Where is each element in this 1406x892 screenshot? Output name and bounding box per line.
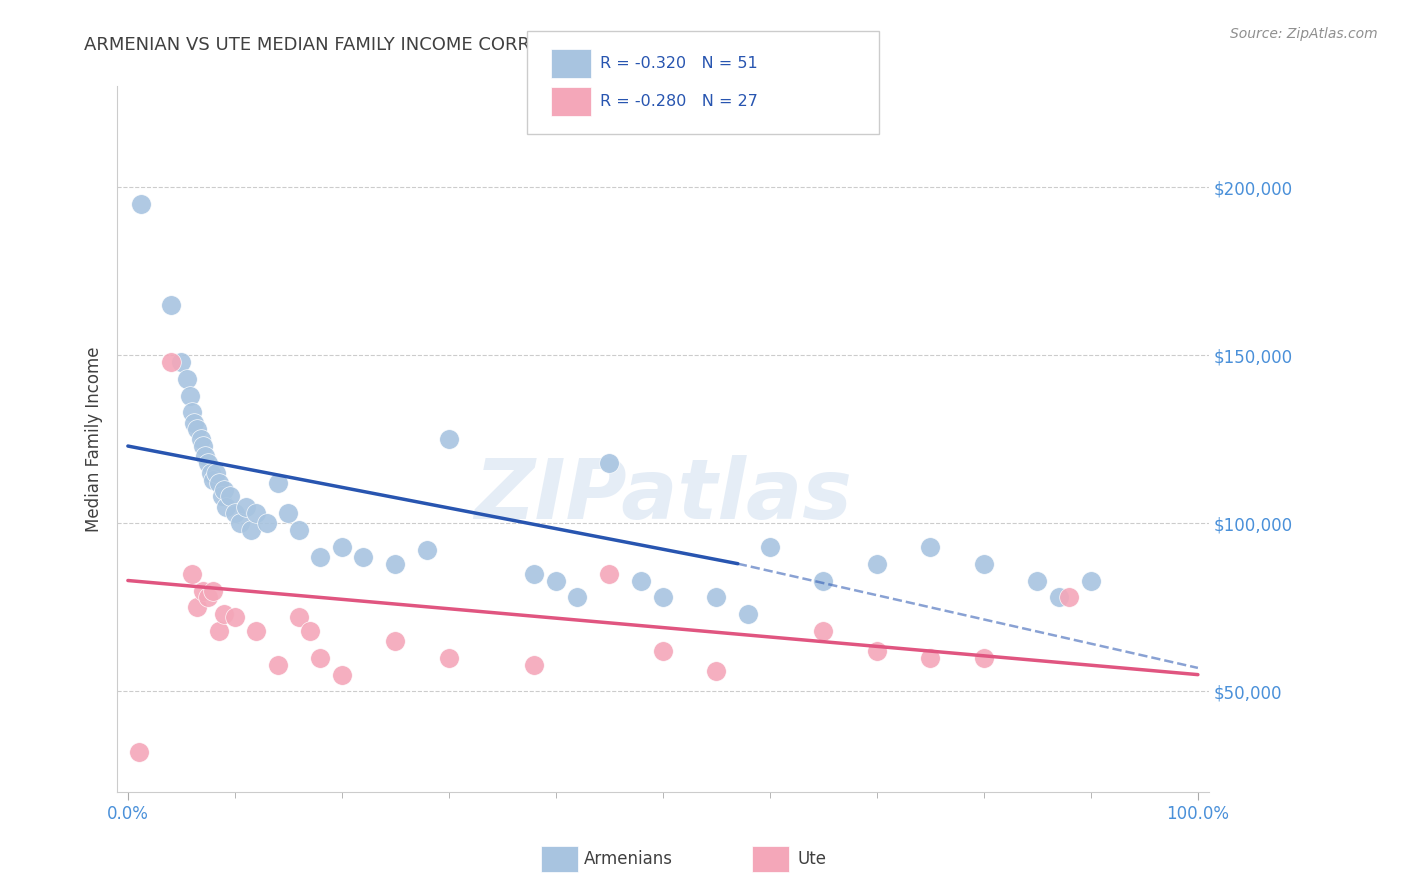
Text: ZIPatlas: ZIPatlas [474, 455, 852, 536]
Point [159, 355, 181, 369]
Point [267, 476, 290, 491]
Point [235, 500, 257, 514]
Point [437, 433, 460, 447]
Point [651, 644, 673, 658]
Point [245, 624, 267, 638]
Point [437, 650, 460, 665]
Point [129, 197, 152, 211]
Point [309, 650, 332, 665]
Point [1059, 591, 1081, 605]
Point [920, 650, 942, 665]
Point [181, 405, 204, 419]
Text: Ute: Ute [797, 850, 827, 868]
Point [267, 657, 290, 672]
Point [181, 566, 204, 581]
Point [416, 543, 439, 558]
Point [200, 466, 222, 480]
Point [598, 456, 620, 470]
Point [973, 650, 995, 665]
Point [183, 416, 205, 430]
Point [204, 466, 226, 480]
Point [186, 422, 208, 436]
Point [352, 549, 374, 564]
Point [973, 557, 995, 571]
Point [197, 456, 219, 470]
Point [298, 624, 321, 638]
Point [190, 433, 212, 447]
Point [920, 540, 942, 554]
Point [544, 574, 567, 588]
Point [330, 667, 353, 681]
Point [239, 523, 262, 537]
Point [229, 516, 252, 531]
Point [215, 500, 238, 514]
Point [866, 557, 889, 571]
Point [288, 610, 311, 624]
Text: R = -0.280   N = 27: R = -0.280 N = 27 [600, 95, 758, 109]
Point [202, 473, 225, 487]
Point [128, 745, 150, 759]
Point [277, 506, 299, 520]
Point [224, 610, 246, 624]
Point [1026, 574, 1049, 588]
Text: Armenians: Armenians [583, 850, 672, 868]
Point [384, 557, 406, 571]
Point [170, 355, 193, 369]
Point [179, 389, 201, 403]
Point [330, 540, 353, 554]
Point [191, 439, 214, 453]
Point [208, 476, 231, 491]
Point [813, 624, 835, 638]
Point [384, 634, 406, 648]
Point [212, 483, 235, 497]
Point [706, 591, 728, 605]
Point [309, 549, 332, 564]
Point [211, 490, 233, 504]
Point [212, 607, 235, 621]
Point [194, 449, 217, 463]
Point [598, 566, 620, 581]
Text: Source: ZipAtlas.com: Source: ZipAtlas.com [1230, 27, 1378, 41]
Point [197, 591, 219, 605]
Text: R = -0.320   N = 51: R = -0.320 N = 51 [600, 56, 758, 70]
Point [208, 624, 231, 638]
Point [1047, 591, 1070, 605]
Point [813, 574, 835, 588]
Text: ARMENIAN VS UTE MEDIAN FAMILY INCOME CORRELATION CHART: ARMENIAN VS UTE MEDIAN FAMILY INCOME COR… [84, 36, 673, 54]
Point [245, 506, 267, 520]
Point [651, 591, 673, 605]
Point [759, 540, 782, 554]
Point [159, 298, 181, 312]
Point [567, 591, 589, 605]
Point [630, 574, 652, 588]
Point [737, 607, 759, 621]
Point [523, 566, 546, 581]
Point [176, 372, 198, 386]
Point [523, 657, 546, 672]
Point [256, 516, 278, 531]
Point [202, 583, 225, 598]
Point [1080, 574, 1102, 588]
Point [866, 644, 889, 658]
Point [191, 583, 214, 598]
Point [288, 523, 311, 537]
Point [224, 506, 246, 520]
Point [218, 490, 240, 504]
Y-axis label: Median Family Income: Median Family Income [86, 347, 103, 532]
Point [706, 665, 728, 679]
Point [186, 600, 208, 615]
